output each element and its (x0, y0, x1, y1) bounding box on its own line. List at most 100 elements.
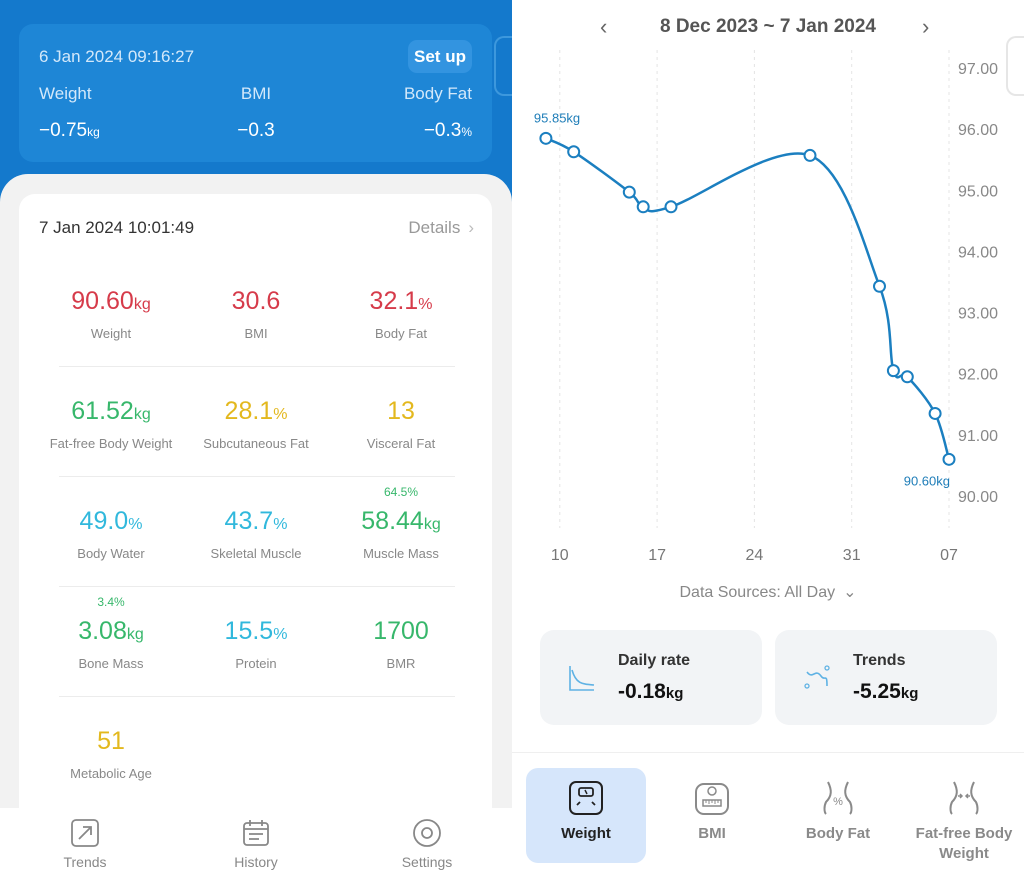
tab-body-fat-label: Body Fat (805, 825, 871, 842)
bmi-change-value: −0.3 (237, 120, 275, 141)
metric-label: Subcutaneous Fat (203, 436, 309, 451)
data-point[interactable] (664, 200, 678, 214)
x-tick-label: 24 (746, 547, 764, 564)
y-tick-label: 90.00 (958, 489, 998, 506)
x-tick-label: 31 (843, 547, 861, 564)
x-tick-label: 10 (551, 547, 569, 564)
metric-item[interactable]: 15.5% Protein (176, 617, 336, 671)
weight-trend-panel: ‹ 8 Dec 2023 ~ 7 Jan 2024 › 97.00 96.00 95… (512, 0, 1024, 875)
data-point[interactable] (636, 200, 650, 214)
tab-bmi-label: BMI (698, 825, 726, 842)
metric-item[interactable]: 1700 BMR (321, 617, 481, 671)
weight-line-chart[interactable]: 97.00 96.00 95.00 94.00 93.00 92.00 91.00 90.00… (512, 40, 1024, 570)
data-point[interactable] (928, 406, 942, 420)
tab-fat-free-body-weight[interactable]: Fat-free Body Weight (904, 768, 1024, 863)
settings-icon (413, 819, 441, 847)
metric-value: 15.5% (224, 617, 288, 645)
daily-rate-value: -0.18kg (618, 680, 684, 703)
calendar-icon (243, 820, 269, 846)
bmi-scale-icon (695, 783, 729, 815)
metric-item[interactable]: 49.0% Body Water (31, 507, 191, 561)
row-divider (59, 586, 455, 587)
metric-value: 1700 (373, 617, 429, 645)
body-fat-change-value: −0.3% (423, 120, 472, 141)
metric-value: 58.44kg (361, 507, 441, 535)
metric-label: Protein (235, 656, 277, 671)
trend-arrow-icon (71, 819, 99, 847)
tab-bmi[interactable]: BMI (652, 768, 772, 863)
next-panel-peek[interactable] (1006, 36, 1024, 96)
tab-fat-free-body-weight-label: Fat-free Body Weight (915, 825, 1013, 862)
metric-item[interactable]: 61.52kg Fat-free Body Weight (31, 397, 191, 451)
y-tick-label: 94.00 (958, 244, 998, 261)
y-tick-label: 96.00 (958, 122, 998, 139)
data-point[interactable] (886, 364, 900, 378)
metric-label: BMR (386, 656, 416, 671)
next-range-icon[interactable]: › (922, 14, 930, 39)
metric-label: BMI (244, 326, 268, 341)
nav-trends[interactable]: Trends (25, 818, 145, 870)
metric-value: 30.6 (231, 287, 281, 315)
metric-item[interactable]: 90.60kg Weight (31, 287, 191, 341)
weight-line (545, 137, 951, 460)
bmi-change: BMI −0.3 (186, 84, 326, 142)
weight-change-value: −0.75kg (39, 120, 100, 141)
prev-range-icon[interactable]: ‹ (600, 14, 608, 39)
metric-label: Body Fat (374, 326, 428, 341)
row-divider (59, 476, 455, 477)
x-tick-label: 07 (940, 547, 958, 564)
metric-percent: 64.5% (383, 485, 419, 499)
body-fat-change-label: Body Fat (403, 84, 472, 103)
metric-item[interactable]: 43.7% Skeletal Muscle (176, 507, 336, 561)
setup-button[interactable]: Set up (408, 40, 472, 73)
tab-body-fat[interactable]: % Body Fat (778, 768, 898, 863)
metric-label: Bone Mass (78, 656, 144, 671)
tab-weight[interactable]: Weight (526, 768, 646, 863)
row-divider (59, 366, 455, 367)
y-tick-label: 97.00 (958, 61, 998, 78)
metric-item[interactable]: 51 Metabolic Age (31, 727, 191, 781)
metric-item[interactable]: 3.4% 3.08kg Bone Mass (31, 595, 191, 671)
nav-trends-label: Trends (63, 854, 107, 870)
metric-value: 61.52kg (71, 397, 151, 425)
date-range-bar: ‹ 8 Dec 2023 ~ 7 Jan 2024 › (512, 12, 1024, 40)
min-value-label: 90.60kg (904, 473, 950, 488)
data-point[interactable] (900, 370, 914, 384)
trends-value: -5.25kg (853, 680, 919, 703)
metric-percent: 3.4% (97, 595, 125, 609)
y-tick-label: 91.00 (958, 428, 998, 445)
data-point[interactable] (942, 452, 956, 466)
metric-value: 28.1% (224, 397, 288, 425)
nav-history[interactable]: History (196, 818, 316, 870)
details-link[interactable]: Details › (408, 218, 474, 237)
data-point[interactable] (873, 279, 886, 293)
row-divider (59, 696, 455, 697)
metric-value: 90.60kg (71, 287, 151, 315)
svg-text:%: % (833, 796, 843, 808)
trends-card: Trends -5.25kg (775, 630, 997, 725)
next-card-peek[interactable] (494, 36, 512, 96)
nav-settings[interactable]: Settings (367, 818, 487, 870)
metric-label: Fat-free Body Weight (49, 436, 173, 451)
date-range-title: 8 Dec 2023 ~ 7 Jan 2024 (659, 16, 877, 37)
trends-label: Trends (853, 652, 906, 669)
metric-tabs: Weight BMI % Body Fat Fat-free Body Wei (512, 752, 1024, 875)
metric-item[interactable]: 32.1% Body Fat (321, 287, 481, 341)
data-point[interactable] (567, 145, 581, 159)
metric-item[interactable]: 30.6 BMI (176, 287, 336, 341)
x-tick-label: 17 (648, 547, 666, 564)
max-value-label: 95.85kg (534, 110, 580, 125)
data-point[interactable] (539, 131, 553, 145)
data-sources-dropdown[interactable]: Data Sources: All Day ⌄ (679, 584, 857, 601)
metric-item[interactable]: 64.5% 58.44kg Muscle Mass (321, 485, 481, 561)
metric-item[interactable]: 28.1% Subcutaneous Fat (176, 397, 336, 451)
bottom-nav: Trends History Settings (0, 808, 512, 875)
metric-item[interactable]: 13 Visceral Fat (321, 397, 481, 451)
measurement-card: 7 Jan 2024 10:01:49 Details › 90.60kg Weig… (19, 194, 492, 834)
metric-label: Visceral Fat (366, 436, 436, 451)
data-point[interactable] (622, 185, 636, 199)
data-point[interactable] (803, 148, 817, 162)
metric-value: 13 (387, 397, 415, 425)
nav-history-label: History (234, 854, 278, 870)
metric-label: Weight (90, 326, 132, 341)
